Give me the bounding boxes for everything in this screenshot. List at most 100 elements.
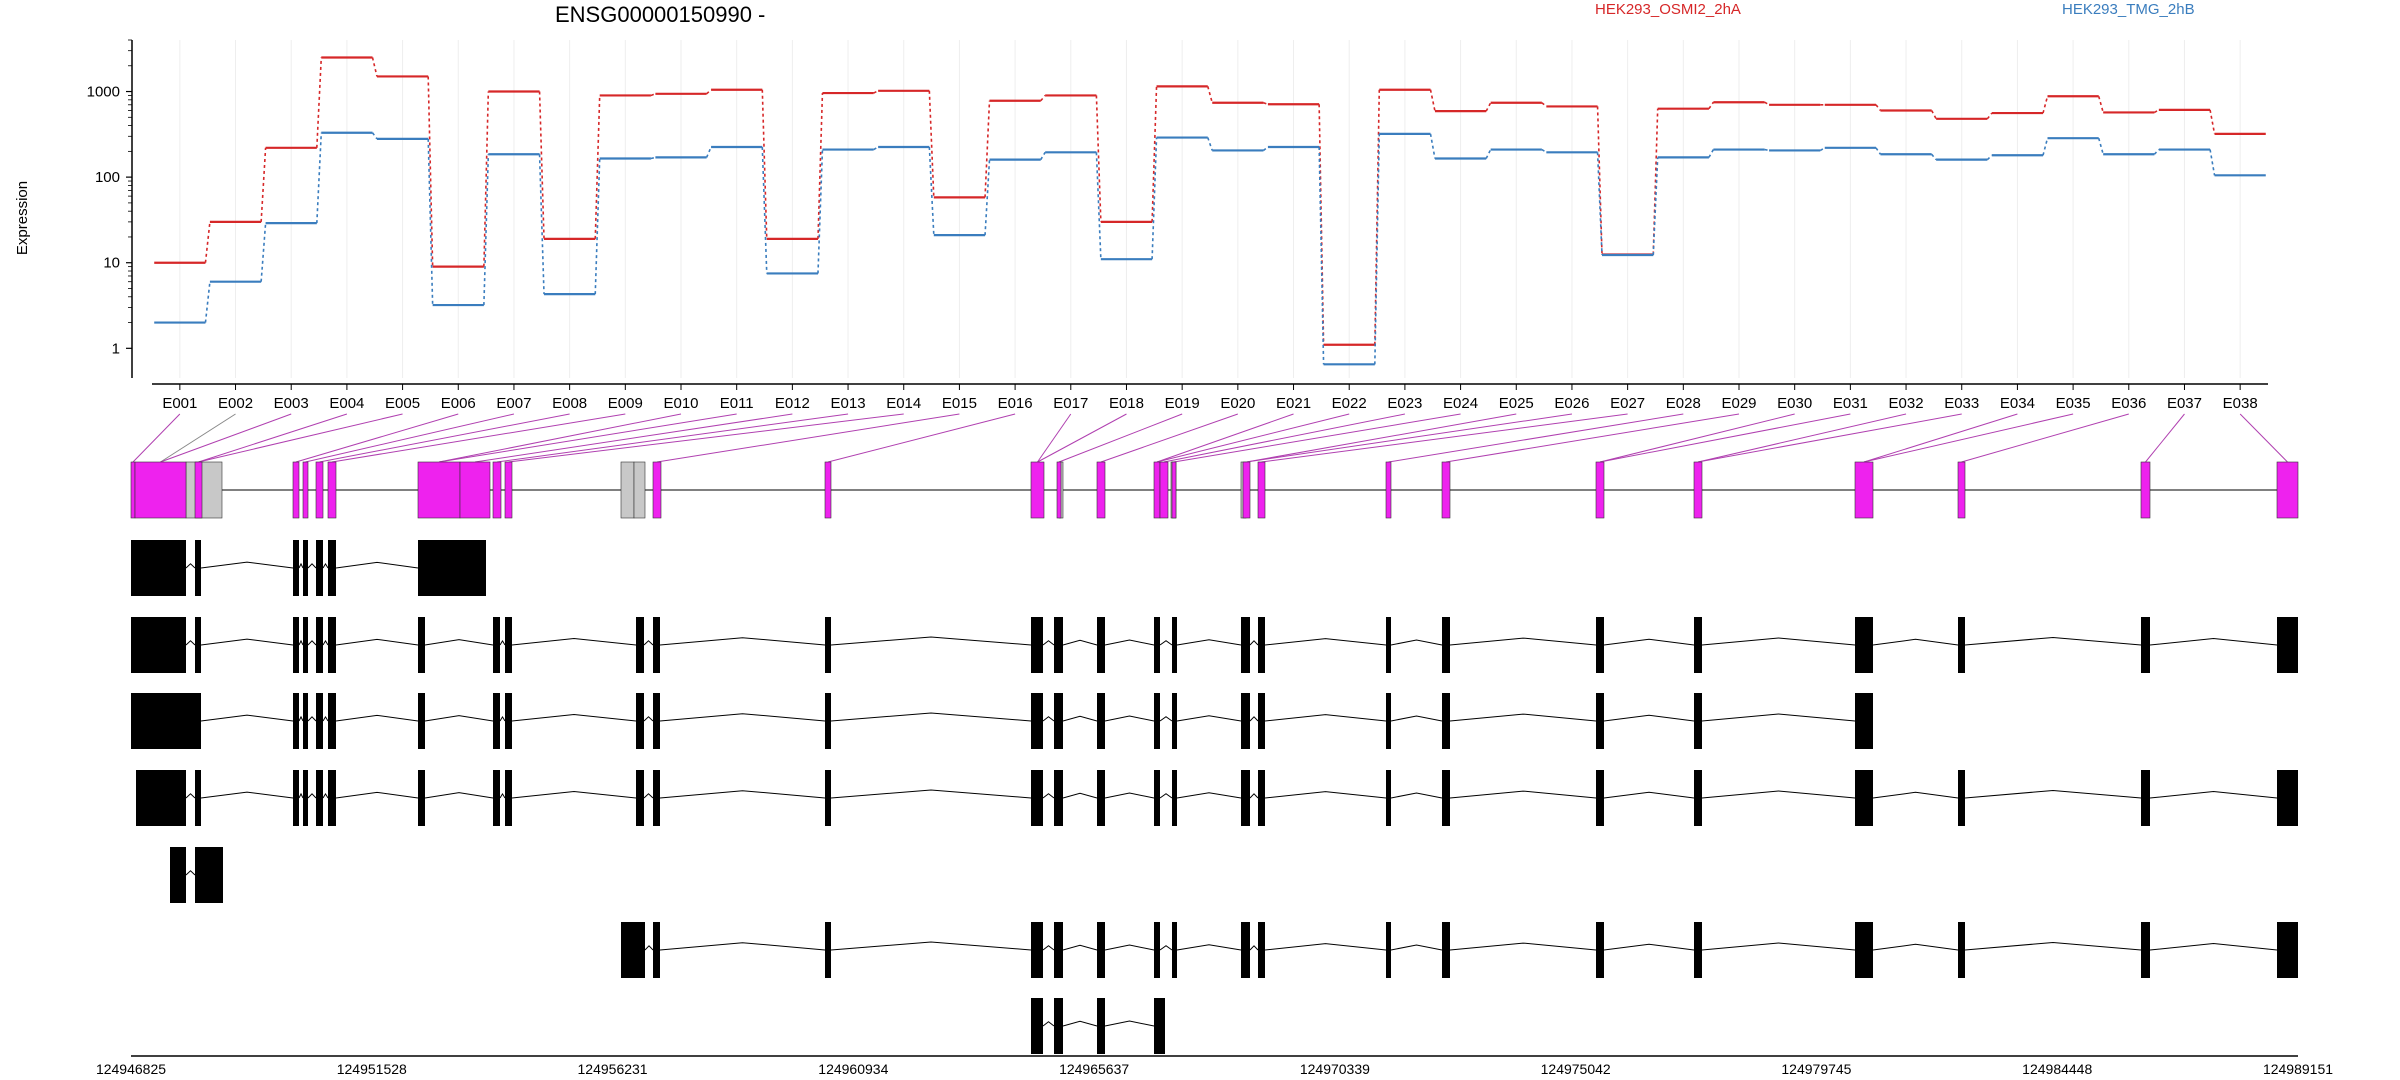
transcript-intron	[200, 791, 294, 799]
connector-E013	[496, 413, 849, 463]
legend-series-2: HEK293_TMG_2hB	[2062, 1, 2195, 18]
transcript-exon	[1054, 617, 1063, 673]
exon-connector-lines	[132, 413, 2288, 463]
gene-model-exon	[1441, 461, 1451, 519]
series-connector	[204, 132, 2216, 365]
transcript-intron	[1603, 943, 1695, 951]
gene-model-exon	[1159, 461, 1169, 519]
gene-model-exon	[1257, 461, 1266, 519]
transcript-intron	[185, 793, 196, 799]
transcript-intron	[200, 714, 294, 722]
connector-E020	[1100, 413, 1239, 463]
transcript-exon	[1054, 922, 1063, 978]
transcript-intron	[1042, 1021, 1055, 1027]
transcript-exon	[653, 617, 660, 673]
transcript-intron	[511, 791, 637, 799]
transcript-exon	[1031, 998, 1043, 1054]
transcript-intron	[644, 945, 654, 951]
transcript-intron	[1449, 790, 1597, 799]
exon-label-E023: E023	[1387, 395, 1422, 412]
transcript-exon	[1596, 693, 1604, 749]
transcript-exon	[1386, 617, 1391, 673]
connector-E005	[198, 413, 403, 463]
connector-E019	[1058, 413, 1183, 463]
transcript-exon	[418, 770, 425, 826]
gene-model-exon	[134, 461, 187, 519]
transcript-7	[1031, 998, 1165, 1054]
transcript-exon	[1031, 922, 1043, 978]
transcript-exon	[2277, 617, 2298, 673]
transcript-exon	[293, 617, 299, 673]
transcript-exon	[2141, 922, 2150, 978]
transcript-exon	[1054, 998, 1063, 1054]
connector-E033	[1697, 413, 1962, 463]
transcript-exon	[131, 617, 186, 673]
exon-label-E038: E038	[2223, 395, 2258, 412]
connector-E014	[508, 413, 904, 463]
gene-model-nonassayed-exon	[185, 461, 223, 519]
transcript-exon	[1694, 922, 1702, 978]
gene-model-exon	[504, 461, 513, 519]
transcript-exon	[418, 617, 425, 673]
connector-E028	[1388, 413, 1684, 463]
transcript-intron	[1964, 789, 2142, 799]
transcript-intron	[511, 714, 637, 722]
transcript-exon	[1442, 922, 1450, 978]
transcript-exon	[1241, 617, 1250, 673]
gene-model-exon	[417, 461, 461, 519]
connector-E034	[1863, 413, 2018, 463]
exon-label-E007: E007	[496, 395, 531, 412]
transcript-6	[621, 922, 2298, 978]
coordinate-tick-label: 124946825	[96, 1061, 166, 1077]
connector-E029	[1445, 413, 1740, 463]
exon-label-E032: E032	[1889, 395, 1924, 412]
transcript-4	[136, 770, 2298, 826]
transcript-exon	[1241, 922, 1250, 978]
transcript-intron	[1249, 716, 1259, 722]
transcript-intron	[185, 870, 196, 876]
gene-model-exon	[824, 461, 832, 519]
transcript-exon	[303, 617, 308, 673]
chart-title: ENSG00000150990 -	[555, 2, 765, 27]
transcript-intron	[1042, 716, 1055, 722]
transcript-intron	[1176, 792, 1242, 799]
genomic-coordinate-axis: 124946825 124951528 124956231 124960934 1249…	[96, 1055, 2333, 1077]
connector-E015	[656, 413, 960, 463]
transcript-intron	[1176, 715, 1242, 722]
transcript-intron	[659, 713, 826, 722]
transcript-exon	[1172, 693, 1177, 749]
transcript-intron	[1042, 793, 1055, 799]
exon-label-E014: E014	[886, 395, 921, 412]
transcript-exon	[195, 847, 223, 903]
plot-axes: 1 10 100 1000	[87, 39, 2268, 385]
transcript-2	[131, 617, 2298, 673]
transcript-exon	[1855, 693, 1873, 749]
transcript-exon	[1172, 770, 1177, 826]
transcript-exon	[293, 770, 299, 826]
transcript-exon	[293, 540, 299, 596]
transcript-intron	[659, 942, 826, 951]
transcript-intron	[830, 789, 1032, 799]
connector-E004	[198, 413, 348, 463]
transcript-intron	[298, 792, 304, 799]
transcript-exon	[1097, 770, 1105, 826]
transcript-exon	[1958, 770, 1965, 826]
transcript-exon	[1258, 922, 1265, 978]
y-tick-label: 10	[103, 255, 120, 272]
connector-E009	[331, 413, 626, 463]
transcript-intron	[830, 712, 1032, 722]
transcript-intron	[1249, 793, 1259, 799]
transcript-exon	[505, 693, 512, 749]
plot-gridlines	[179, 40, 2241, 378]
transcript-exon	[1694, 693, 1702, 749]
transcript-intron	[200, 638, 294, 646]
gene-model-exon	[302, 461, 309, 519]
transcript-intron	[1042, 640, 1055, 646]
transcript-intron	[1701, 790, 1856, 799]
connector-E003	[160, 413, 292, 463]
transcript-exon	[195, 617, 201, 673]
transcript-exon	[1258, 693, 1265, 749]
connector-E027	[1261, 413, 1628, 463]
connector-E038	[2239, 413, 2288, 463]
transcript-intron	[499, 792, 506, 799]
